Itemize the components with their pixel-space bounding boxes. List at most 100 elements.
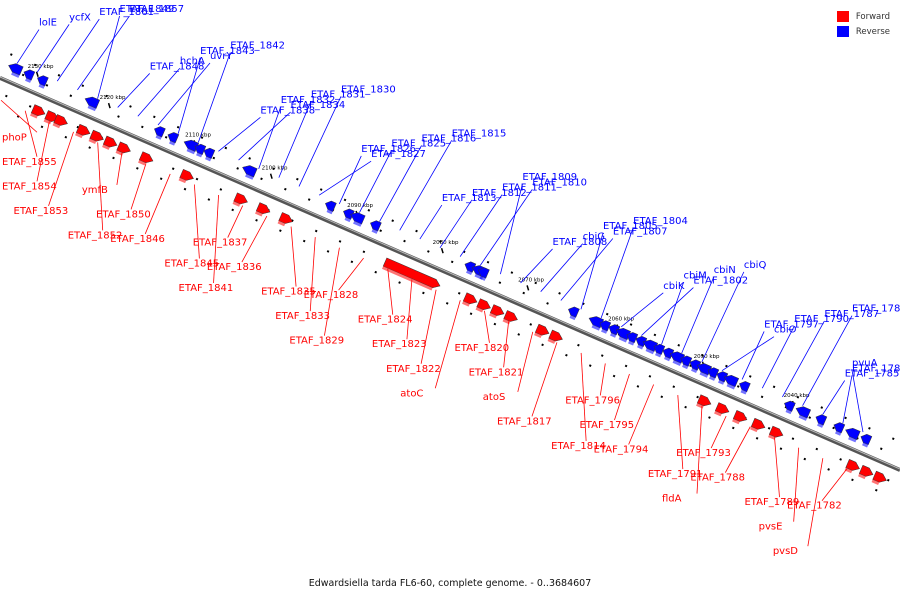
leader-line	[193, 184, 200, 259]
reverse-gene	[626, 332, 639, 346]
reverse-gene-shade	[645, 348, 655, 355]
tick-label: 2050 kbp	[694, 354, 720, 360]
forward-gene-body	[75, 123, 91, 136]
forward-gene-body	[548, 329, 563, 342]
reverse-gene-body	[860, 434, 873, 446]
reverse-gene-body	[242, 165, 258, 178]
reverse-gene-body	[707, 367, 720, 379]
reverse-gene-shade	[655, 352, 662, 358]
leader-line	[628, 384, 655, 445]
reverse-gene-body	[37, 75, 49, 87]
tick-label: 2080 kbp	[433, 240, 459, 246]
forward-gene	[489, 304, 505, 319]
reverse-gene-shade	[618, 336, 628, 343]
gene-label: ETAF_1855	[2, 157, 57, 168]
leader-line	[290, 226, 297, 287]
guide-track	[0, 107, 890, 497]
gene-label: ETAF_1823	[372, 339, 427, 350]
forward-gene-shade	[88, 138, 97, 144]
reverse-gene-shade	[709, 375, 716, 381]
forward-gene-body	[714, 402, 730, 414]
reverse-gene-shade	[601, 328, 608, 334]
reverse-gene-shade	[591, 324, 601, 331]
leader-line	[238, 111, 291, 161]
gene-label: ETAF_1852	[68, 230, 123, 241]
reverse-gene-body	[669, 351, 686, 364]
leader-line	[741, 331, 765, 380]
leader-line	[822, 380, 846, 415]
gene-label: ymfB	[82, 185, 108, 196]
leader-line	[324, 247, 340, 336]
tick-mark	[35, 71, 39, 77]
reverse-gene	[680, 355, 693, 370]
reverse-gene-body	[478, 267, 490, 279]
forward-gene-shade	[178, 177, 187, 184]
forward-gene-body	[476, 298, 491, 311]
gene-label: cbiK	[663, 281, 685, 292]
reverse-gene	[860, 434, 873, 448]
leader-line	[36, 121, 50, 182]
reverse-gene-body	[568, 306, 580, 318]
tick-label: 2100 kbp	[262, 166, 288, 172]
reverse-gene-body	[167, 132, 180, 144]
reverse-gene-body	[370, 220, 382, 232]
reverse-gene-shade	[785, 409, 792, 415]
forward-gene-shade	[277, 220, 286, 227]
reverse-gene-body	[325, 200, 337, 212]
gene-label: ETAF_1817	[497, 416, 552, 427]
leader-line	[406, 279, 413, 340]
gene-label: ETAF_1861	[99, 7, 154, 18]
reverse-gene-shade	[628, 340, 635, 346]
gene-label: ETAF_1790	[794, 314, 849, 325]
reverse-gene-shade	[726, 383, 736, 390]
gene-label: ETAF_1849	[120, 4, 175, 15]
tick-mark	[526, 285, 530, 291]
forward-gene-shade	[102, 144, 110, 150]
forward-gene-body	[489, 304, 505, 316]
leader-line	[227, 205, 244, 238]
reverse-gene-shade	[610, 332, 617, 338]
forward-gene-shade	[768, 434, 776, 440]
reverse-gene	[689, 359, 702, 374]
leader-line	[661, 282, 684, 345]
gene-label: ETAF_1815	[452, 128, 507, 139]
leader-line	[213, 194, 219, 284]
reverse-gene	[84, 96, 101, 112]
forward-gene-body	[179, 168, 194, 181]
forward-gene	[277, 212, 293, 227]
reverse-gene-shade	[637, 344, 644, 350]
gene-label: pvsE	[759, 522, 783, 533]
reverse-gene	[635, 336, 648, 350]
gene-label: ETAF_1821	[469, 367, 524, 378]
leader-line	[807, 458, 824, 547]
reverse-gene-body	[662, 347, 675, 359]
forward-gene-body	[872, 470, 887, 483]
forward-gene	[52, 114, 68, 129]
leader-line	[48, 131, 74, 206]
tick-label: 2070 kbp	[518, 277, 544, 283]
gene-label: fldA	[662, 494, 682, 505]
leader-line	[24, 110, 38, 157]
reverse-gene-body	[653, 343, 666, 355]
gene-label: cbiO	[774, 325, 797, 336]
forward-gene-shade	[52, 122, 61, 129]
gene-label: ETAF_1805	[603, 221, 658, 232]
leader-line	[137, 67, 181, 117]
reverse-gene-body	[635, 336, 648, 348]
leader-line	[580, 233, 604, 310]
forward-gene-shade	[30, 112, 38, 119]
forward-gene-shade	[75, 132, 83, 139]
legend-label-forward: Forward	[855, 11, 890, 22]
forward-gene-body	[858, 464, 874, 477]
forward-gene-body	[278, 212, 293, 224]
reverse-gene-shade	[245, 173, 254, 180]
forward-gene	[178, 168, 194, 184]
gene-label: ETAF_1853	[14, 206, 69, 217]
gene-label: ETAF_1829	[289, 336, 344, 347]
reverse-gene	[784, 400, 796, 415]
forward-gene-shade	[858, 473, 866, 480]
gene-label: lolE	[39, 18, 57, 29]
reverse-gene-body	[588, 316, 605, 329]
reverse-gene	[588, 316, 605, 331]
reverse-gene-shade	[862, 442, 869, 448]
